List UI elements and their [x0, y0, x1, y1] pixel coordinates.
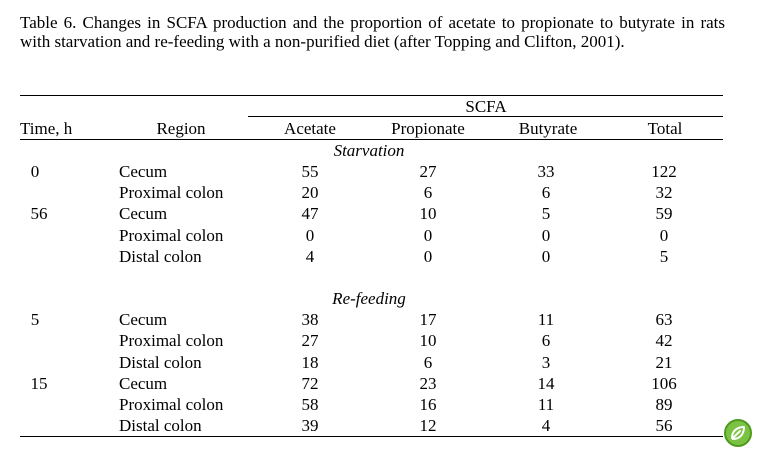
- header-acetate: Acetate: [284, 119, 336, 138]
- cell-region: Proximal colon: [119, 226, 224, 245]
- cell-acetate: 72: [301, 374, 319, 393]
- cell-time: 56: [30, 204, 48, 223]
- header-total: Total: [647, 119, 683, 138]
- cell-propionate: 12: [419, 416, 437, 435]
- cell-butyrate: 33: [537, 162, 555, 181]
- cell-region: Proximal colon: [119, 331, 224, 350]
- cell-butyrate: 11: [537, 395, 555, 414]
- cell-butyrate: 0: [541, 226, 551, 245]
- cell-propionate: 10: [419, 204, 437, 223]
- cell-total: 21: [655, 353, 673, 372]
- cell-time: 5: [30, 310, 40, 329]
- cell-butyrate: 14: [537, 374, 555, 393]
- cell-acetate: 27: [301, 331, 319, 350]
- cell-propionate: 10: [419, 331, 437, 350]
- cell-acetate: 58: [301, 395, 319, 414]
- section-label-refeeding: Re-feeding: [332, 289, 406, 308]
- header-bottom-rule: [20, 139, 723, 140]
- cell-propionate: 16: [419, 395, 437, 414]
- cell-butyrate: 3: [541, 353, 551, 372]
- cell-propionate: 27: [419, 162, 437, 181]
- cell-butyrate: 6: [541, 331, 551, 350]
- cell-region: Cecum: [119, 162, 168, 181]
- cell-region: Distal colon: [119, 416, 202, 435]
- cell-propionate: 23: [419, 374, 437, 393]
- cell-region: Cecum: [119, 204, 168, 223]
- table-top-rule: [20, 95, 723, 96]
- cell-total: 0: [659, 226, 669, 245]
- table-bottom-rule: [20, 436, 723, 437]
- cell-total: 122: [651, 162, 677, 181]
- cell-total: 5: [659, 247, 669, 266]
- cell-time: 0: [30, 162, 40, 181]
- leaf-icon[interactable]: [724, 419, 752, 447]
- cell-time: 15: [30, 374, 48, 393]
- leaf-icon-glyph: [731, 426, 745, 440]
- cell-propionate: 0: [423, 226, 433, 245]
- cell-butyrate: 0: [541, 247, 551, 266]
- cell-total: 63: [655, 310, 673, 329]
- header-region: Region: [156, 119, 206, 138]
- cell-butyrate: 5: [541, 204, 551, 223]
- cell-acetate: 4: [305, 247, 315, 266]
- cell-propionate: 6: [423, 183, 433, 202]
- cell-acetate: 55: [301, 162, 319, 181]
- cell-region: Proximal colon: [119, 183, 224, 202]
- cell-butyrate: 11: [537, 310, 555, 329]
- cell-butyrate: 6: [541, 183, 551, 202]
- section-label-starvation: Starvation: [333, 141, 405, 160]
- cell-butyrate: 4: [541, 416, 551, 435]
- cell-propionate: 17: [419, 310, 437, 329]
- cell-region: Cecum: [119, 310, 168, 329]
- cell-region: Distal colon: [119, 353, 202, 372]
- scfa-span-rule: [248, 116, 723, 117]
- cell-acetate: 38: [301, 310, 319, 329]
- cell-total: 106: [651, 374, 677, 393]
- cell-acetate: 39: [301, 416, 319, 435]
- cell-total: 56: [655, 416, 673, 435]
- cell-acetate: 20: [301, 183, 319, 202]
- cell-propionate: 0: [423, 247, 433, 266]
- header-time: Time, h: [20, 119, 73, 138]
- cell-region: Cecum: [119, 374, 168, 393]
- cell-propionate: 6: [423, 353, 433, 372]
- header-butyrate: Butyrate: [518, 119, 578, 138]
- cell-region: Distal colon: [119, 247, 202, 266]
- cell-acetate: 0: [305, 226, 315, 245]
- cell-total: 59: [655, 204, 673, 223]
- header-propionate: Propionate: [391, 119, 465, 138]
- cell-acetate: 18: [301, 353, 319, 372]
- cell-region: Proximal colon: [119, 395, 224, 414]
- table-caption: Table 6. Changes in SCFA production and …: [20, 13, 725, 51]
- scfa-group-header: SCFA: [465, 97, 507, 116]
- cell-total: 42: [655, 331, 673, 350]
- cell-acetate: 47: [301, 204, 319, 223]
- cell-total: 89: [655, 395, 673, 414]
- cell-total: 32: [655, 183, 673, 202]
